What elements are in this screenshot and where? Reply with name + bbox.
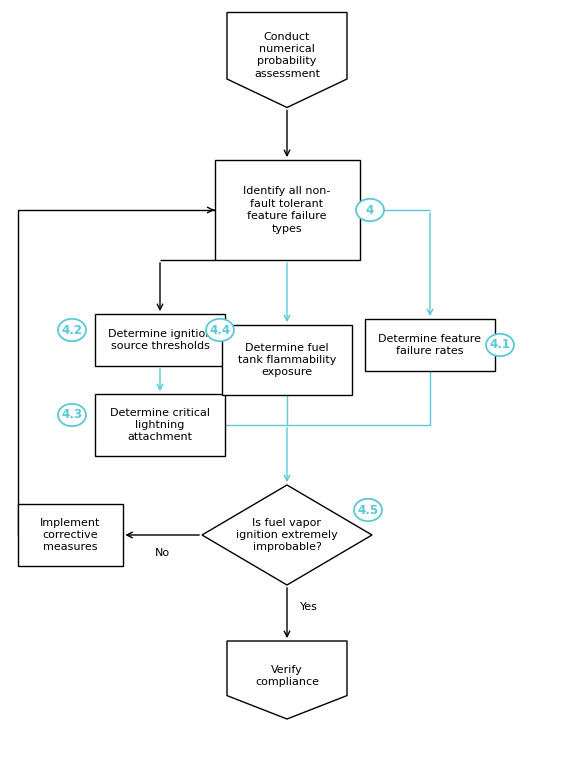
Text: Determine ignition
source thresholds: Determine ignition source thresholds <box>108 329 212 351</box>
Text: 4.3: 4.3 <box>62 408 82 421</box>
Text: 4.4: 4.4 <box>209 323 231 336</box>
Text: Conduct
numerical
probability
assessment: Conduct numerical probability assessment <box>254 32 320 79</box>
Text: Yes: Yes <box>300 602 318 612</box>
Text: Determine feature
failure rates: Determine feature failure rates <box>378 334 481 356</box>
Text: 4.1: 4.1 <box>489 339 511 351</box>
Ellipse shape <box>356 199 384 221</box>
Ellipse shape <box>486 334 514 356</box>
Text: Identify all non-
fault tolerant
feature failure
types: Identify all non- fault tolerant feature… <box>243 187 331 234</box>
Text: 4.2: 4.2 <box>62 323 82 336</box>
Ellipse shape <box>58 319 86 342</box>
Text: Verify
compliance: Verify compliance <box>255 665 319 688</box>
Polygon shape <box>227 641 347 719</box>
Text: 4.5: 4.5 <box>358 503 378 517</box>
Text: Is fuel vapor
ignition extremely
improbable?: Is fuel vapor ignition extremely improba… <box>236 518 338 553</box>
Text: No: No <box>155 548 170 558</box>
Ellipse shape <box>354 499 382 521</box>
FancyBboxPatch shape <box>95 394 225 456</box>
Text: Determine critical
lightning
attachment: Determine critical lightning attachment <box>110 408 210 442</box>
FancyBboxPatch shape <box>222 325 352 395</box>
Text: Determine fuel
tank flammability
exposure: Determine fuel tank flammability exposur… <box>238 342 336 377</box>
FancyBboxPatch shape <box>95 314 225 366</box>
FancyBboxPatch shape <box>17 504 122 566</box>
Ellipse shape <box>58 404 86 427</box>
FancyBboxPatch shape <box>214 160 359 260</box>
Text: 4: 4 <box>366 203 374 216</box>
Polygon shape <box>202 485 372 585</box>
FancyBboxPatch shape <box>365 319 495 371</box>
Text: Implement
corrective
measures: Implement corrective measures <box>40 518 100 553</box>
Polygon shape <box>227 12 347 108</box>
Ellipse shape <box>206 319 234 342</box>
